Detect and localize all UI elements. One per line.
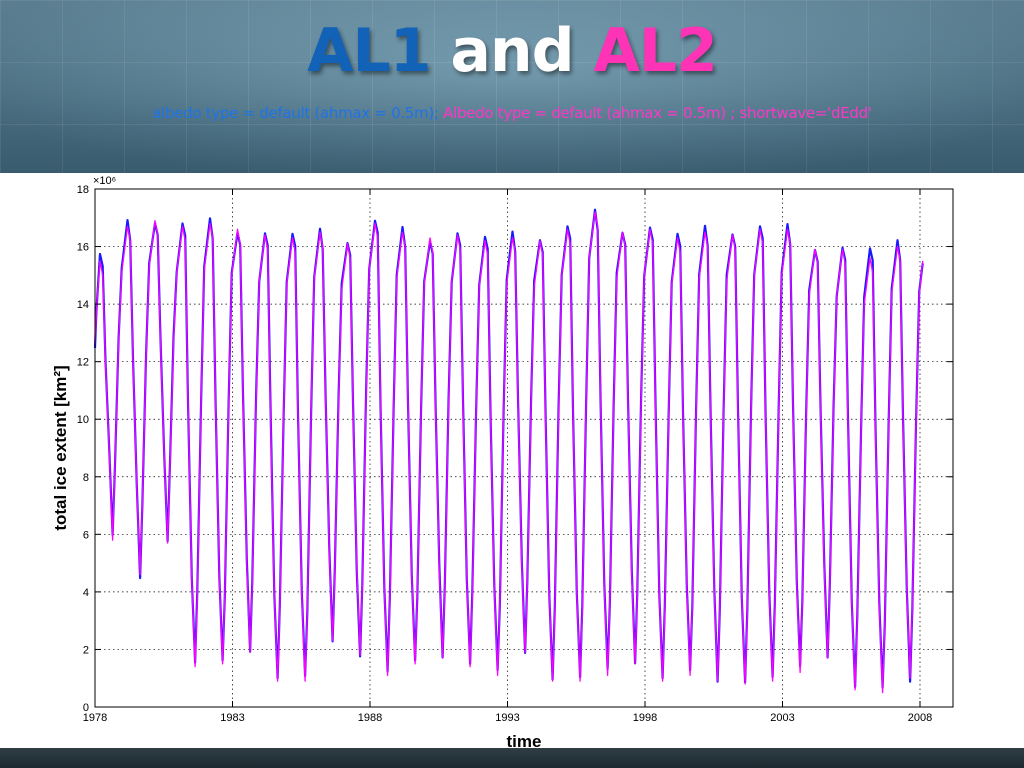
x-tick-label: 2003 (770, 712, 794, 724)
chart-ticks: 1978 1983 1988 1993 1998 2003 2008 0 2 4 6 8 10 12 14 1… (77, 184, 953, 724)
chart-axes-box (94, 188, 954, 708)
x-tick-label: 1983 (220, 712, 244, 724)
y-tick-label: 4 (83, 587, 89, 599)
y-tick-label: 18 (77, 184, 89, 196)
y-tick-label: 12 (77, 357, 89, 369)
x-tick-label: 2008 (908, 712, 932, 724)
header-grid-texture (0, 0, 1024, 173)
x-tick-label: 1998 (633, 712, 657, 724)
subtitle-al1-config: albedo type = default (ahmax = 0.5m); (152, 104, 439, 122)
y-axis-multiplier: ×10⁶ (93, 175, 116, 187)
slide-footer-bar (0, 748, 1024, 768)
x-tick-label: 1978 (83, 712, 107, 724)
x-axis-label: time (507, 732, 542, 748)
y-axis-label: total ice extent [km²] (51, 365, 70, 530)
x-tick-label: 1988 (358, 712, 382, 724)
slide-title: AL1 and AL2 (0, 14, 1024, 88)
slide-header: AL1 and AL2 albedo type = default (ahmax… (0, 0, 1024, 173)
ice-extent-chart: 1978 1983 1988 1993 1998 2003 2008 0 2 4 6 8 10 12 14 1… (51, 175, 954, 748)
slide-subtitle: albedo type = default (ahmax = 0.5m); Al… (0, 104, 1024, 122)
title-and: and (450, 16, 574, 86)
y-tick-label: 0 (83, 702, 89, 714)
chart-series (93, 208, 924, 694)
y-tick-label: 10 (77, 414, 89, 426)
x-tick-label: 1993 (495, 712, 519, 724)
y-tick-label: 16 (77, 242, 89, 254)
header-shading (0, 0, 1024, 173)
title-al2: AL2 (593, 16, 717, 86)
series-al2-line (94, 211, 924, 694)
y-tick-label: 14 (77, 299, 89, 311)
y-tick-label: 2 (83, 644, 89, 656)
title-al1: AL1 (307, 16, 431, 86)
y-tick-label: 8 (83, 472, 89, 484)
subtitle-al2-config: Albedo type = default (ahmax = 0.5m) ; s… (443, 104, 872, 122)
y-tick-label: 6 (83, 529, 89, 541)
